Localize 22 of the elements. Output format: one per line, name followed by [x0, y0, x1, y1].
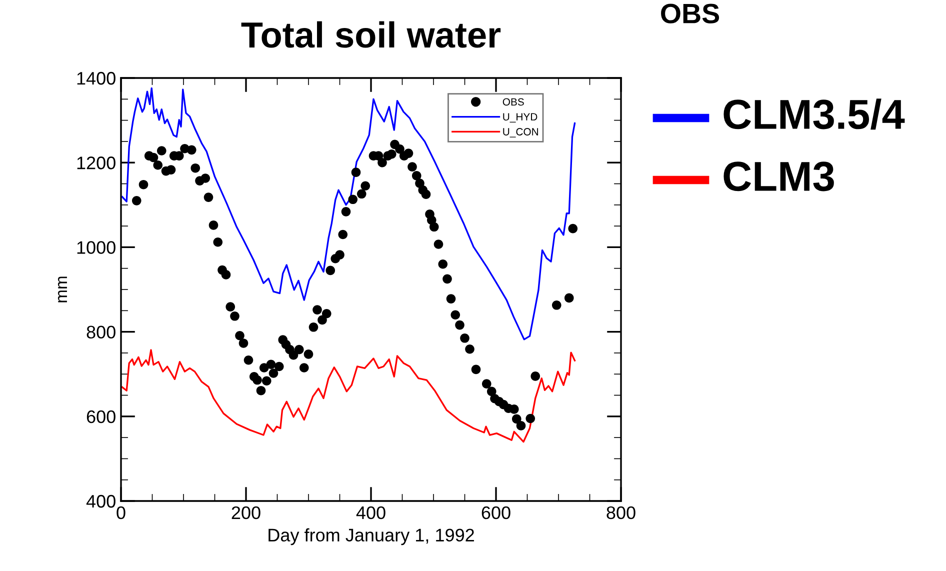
y-axis-title: mm	[58, 276, 67, 302]
line-series	[121, 349, 576, 443]
text: CLM3.5/4	[724, 98, 905, 130]
y-tick-label: 1200	[77, 156, 116, 170]
x-tick-label: 800	[606, 506, 636, 520]
legend-label: U_HYD	[503, 113, 538, 122]
y-tick-label: 1000	[77, 241, 116, 254]
chart-title: Total soil water	[241, 21, 501, 48]
text: OBS	[661, 4, 720, 24]
y-tick-label: 600	[86, 410, 116, 424]
x-tick-label: 0	[116, 506, 126, 520]
x-tick-label: 600	[482, 506, 510, 520]
y-tick-label: 800	[86, 326, 116, 339]
legend-label: OBS	[502, 98, 524, 106]
x-axis-title: Day from January 1, 1992	[268, 528, 474, 546]
x-tick-label: 200	[232, 506, 260, 520]
line-series	[121, 87, 576, 340]
y-tick-label: 400	[86, 494, 116, 508]
text: CLM3	[724, 162, 834, 192]
x-tick-label: 400	[356, 506, 386, 520]
legend-label: U_CON	[503, 128, 538, 138]
y-tick-label: 1400	[77, 72, 116, 85]
